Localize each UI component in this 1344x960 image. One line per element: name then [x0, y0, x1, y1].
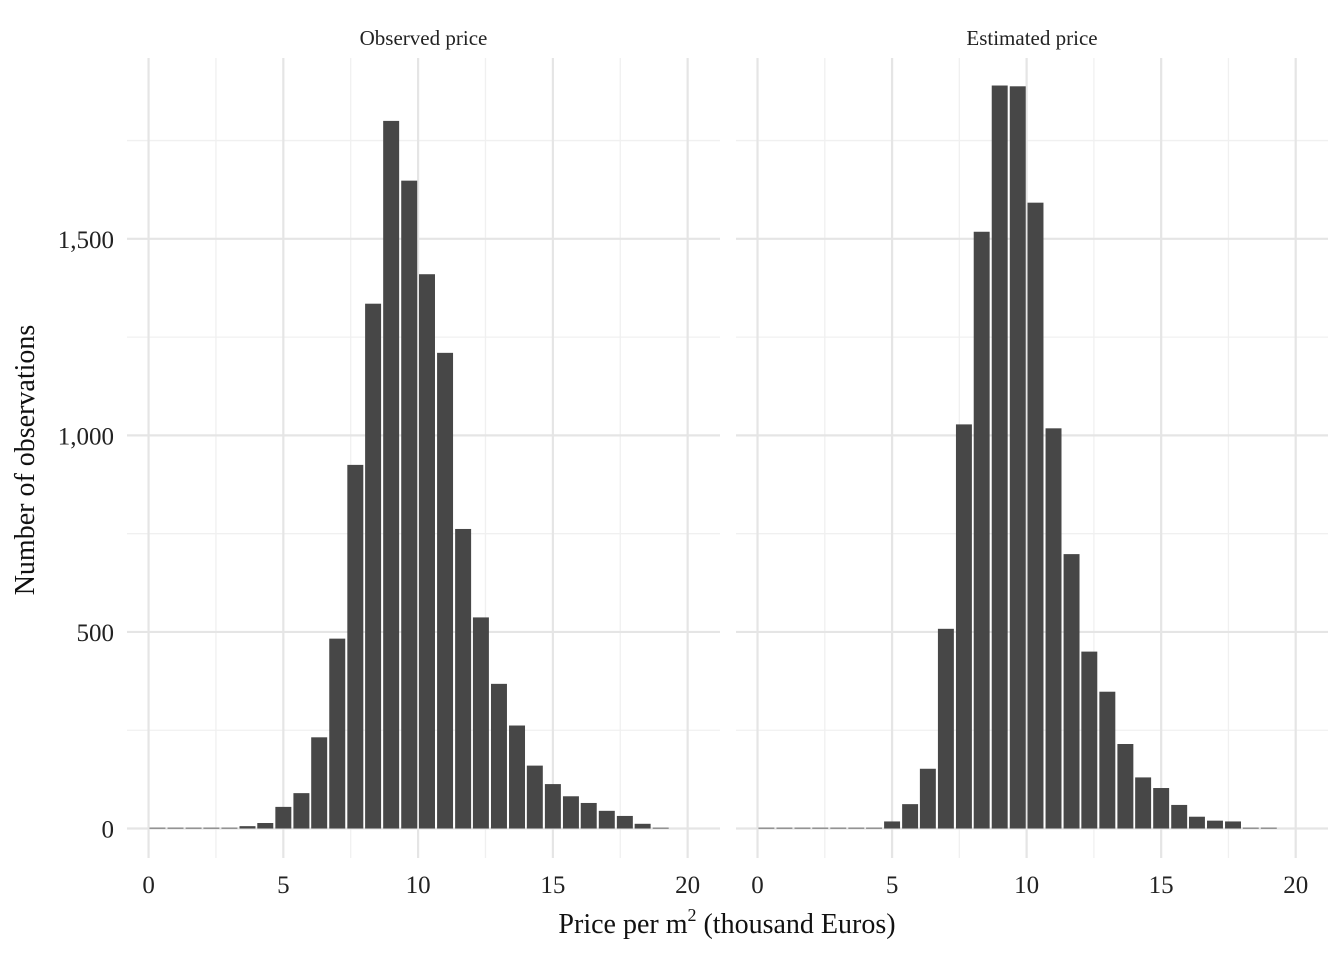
histogram-bar	[544, 784, 561, 829]
histogram-bar	[1027, 202, 1044, 829]
histogram-bar	[919, 768, 936, 829]
histogram-bar	[1171, 804, 1188, 829]
x-tick-label: 15	[540, 872, 565, 899]
histogram-bar	[973, 231, 990, 829]
x-axis-title-superscript: 2	[687, 905, 696, 925]
histogram-bar	[257, 823, 274, 829]
x-tick-label: 20	[675, 872, 700, 899]
histogram-bar	[794, 827, 811, 829]
histogram-bar	[347, 464, 364, 829]
histogram-bar	[634, 823, 651, 829]
histogram-bar	[580, 802, 597, 829]
histogram-bar	[866, 827, 883, 829]
histogram-bar	[1225, 821, 1241, 829]
panel-title: Estimated price	[966, 26, 1097, 50]
y-axis-title: Number of observations	[10, 325, 41, 596]
histogram-bar	[185, 827, 202, 829]
x-tick-label: 5	[886, 872, 899, 899]
histogram-bar	[239, 826, 256, 829]
panel-1: Observed price 0 5 10 15 20	[127, 26, 720, 899]
x-axis-title-rest: (thousand Euros)	[696, 909, 895, 940]
histogram-bar	[758, 827, 775, 829]
histogram-bar	[1009, 86, 1026, 829]
panel-2: Estimated price 0 5 10 15 20	[736, 26, 1328, 899]
x-tick-label: 10	[1014, 872, 1039, 899]
x-tick-label: 0	[751, 872, 764, 899]
histogram-bar	[616, 815, 633, 829]
histogram-bar	[598, 810, 615, 829]
x-tick-label: 5	[277, 872, 290, 899]
histogram-bar	[848, 827, 865, 829]
histogram-bar	[509, 725, 526, 829]
x-tick-label: 0	[142, 872, 155, 899]
histogram-bar	[1081, 651, 1098, 829]
histogram-bar	[776, 827, 793, 829]
histogram-bar	[955, 424, 972, 829]
histogram-bar	[437, 352, 454, 829]
x-axis-title-main: Price per m	[558, 909, 687, 940]
histogram-bar	[884, 821, 901, 829]
histogram-bar	[472, 617, 489, 829]
histogram-bar	[1045, 428, 1062, 829]
x-tick-label: 15	[1149, 872, 1174, 899]
histogram-bar	[652, 827, 669, 829]
histogram-bar	[1135, 777, 1152, 829]
histogram-bar	[1099, 691, 1116, 829]
histogram-bar	[1117, 744, 1134, 829]
histogram-bar	[275, 806, 292, 829]
histogram-bar	[902, 804, 919, 829]
histogram-bar	[419, 274, 435, 829]
histogram-bar	[1207, 820, 1223, 829]
histogram-bar	[937, 628, 954, 829]
histogram-bar	[203, 827, 220, 829]
histogram-bar	[401, 180, 418, 829]
histogram-bar	[329, 638, 346, 829]
histogram-bar	[562, 796, 579, 829]
y-tick-label: 1,000	[58, 423, 114, 450]
histogram-bar	[830, 827, 847, 829]
histogram-bar	[455, 528, 472, 829]
histogram-bar	[1242, 827, 1259, 829]
histogram-bar	[293, 793, 310, 829]
panel-title: Observed price	[360, 26, 488, 50]
y-tick-label: 0	[102, 817, 115, 844]
histogram-bar	[490, 683, 507, 829]
histogram-bar	[812, 827, 829, 829]
histogram-bar	[1063, 554, 1080, 829]
histogram-bar	[1188, 816, 1205, 829]
histogram-bar	[526, 765, 543, 829]
x-tick-label: 10	[406, 872, 431, 899]
x-axis-title: Price per m2 (thousand Euros)	[558, 905, 895, 940]
histogram-bar	[991, 85, 1008, 829]
histogram-bar	[383, 120, 400, 829]
histogram-bar	[1153, 788, 1170, 829]
x-tick-label: 20	[1283, 872, 1308, 899]
histogram-bar	[311, 737, 328, 829]
histogram-bar	[221, 827, 238, 829]
histogram-bar	[167, 827, 184, 829]
histogram-bar	[149, 827, 166, 829]
y-tick-label: 500	[77, 620, 115, 647]
y-tick-label: 1,500	[58, 227, 114, 254]
histogram-bar	[1260, 827, 1277, 829]
histogram-bar	[365, 303, 382, 829]
